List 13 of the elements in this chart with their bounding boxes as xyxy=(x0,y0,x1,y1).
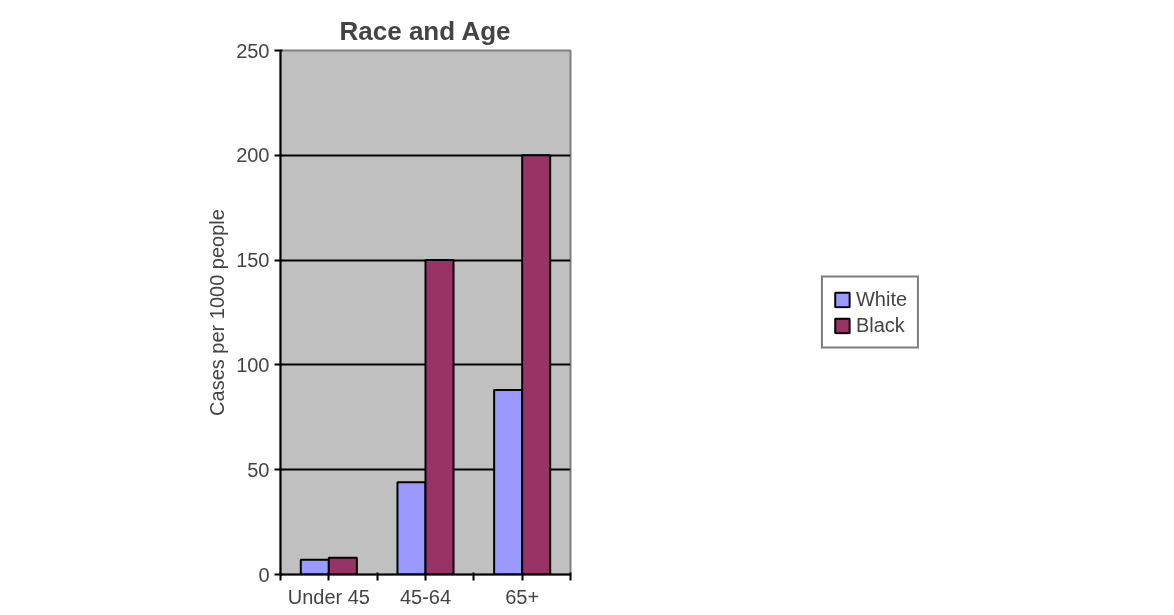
y-tick-label: 200 xyxy=(236,144,270,167)
x-tick-label: 45-64 xyxy=(399,585,452,608)
chart-title: Race and Age xyxy=(339,15,511,46)
y-tick-label: 50 xyxy=(247,458,270,481)
y-tick-label: 150 xyxy=(236,249,270,272)
legend-label: White xyxy=(855,287,908,311)
legend-label: Black xyxy=(855,313,905,337)
y-tick-label: 250 xyxy=(236,39,270,62)
x-tick-label: Under 45 xyxy=(287,585,370,608)
y-axis-title: Cases per 1000 people xyxy=(206,209,229,416)
y-tick-label: 0 xyxy=(258,563,270,586)
y-tick-label: 100 xyxy=(236,353,270,376)
x-tick-label: 65+ xyxy=(505,585,540,608)
